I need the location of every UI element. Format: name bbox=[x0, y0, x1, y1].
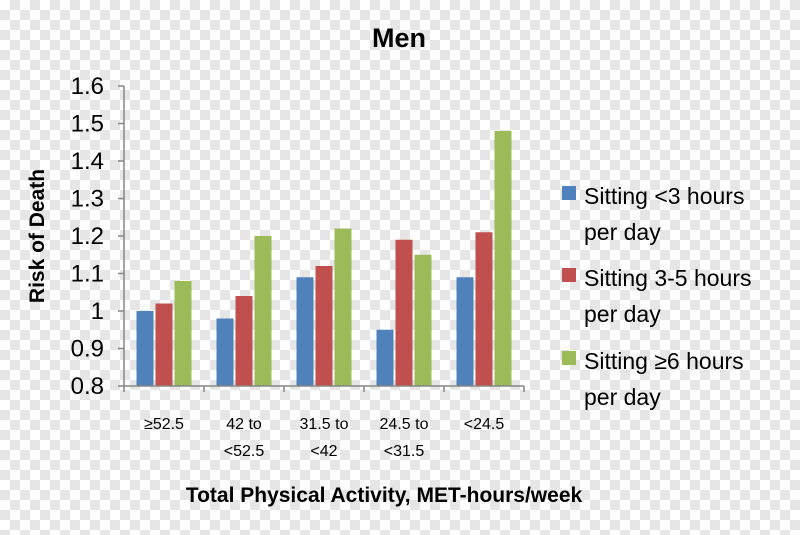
bar-series-1-1 bbox=[216, 318, 234, 386]
x-tick-label: ≥52.5 bbox=[144, 416, 184, 433]
legend-label: Sitting 3-5 hours bbox=[584, 265, 751, 291]
legend-label: per day bbox=[584, 301, 661, 327]
x-tick-label: 24.5 to bbox=[380, 416, 429, 433]
y-tick-label: 1.3 bbox=[71, 186, 104, 213]
x-tick-label: <52.5 bbox=[224, 443, 265, 460]
legend-label: Sitting <3 hours bbox=[584, 183, 744, 209]
x-axis-label: Total Physical Activity, MET-hours/week bbox=[186, 484, 583, 507]
bars bbox=[136, 131, 512, 386]
bar-series-3-3 bbox=[414, 254, 432, 386]
legend-swatch bbox=[562, 268, 576, 282]
y-tick-label: 1.6 bbox=[71, 73, 104, 100]
bar-series-1-4 bbox=[456, 277, 474, 386]
legend-swatch bbox=[562, 186, 576, 200]
y-tick-label: 0.9 bbox=[71, 336, 104, 363]
legend-label: Sitting ≥6 hours bbox=[584, 348, 744, 374]
legend-label: per day bbox=[584, 384, 661, 410]
y-tick-label: 0.8 bbox=[71, 373, 104, 400]
bar-series-3-0 bbox=[174, 281, 192, 386]
y-tick-label: 1.5 bbox=[71, 111, 104, 138]
chart-title: Men bbox=[372, 23, 426, 53]
bar-series-2-4 bbox=[475, 232, 493, 386]
bar-series-2-3 bbox=[395, 239, 413, 386]
bar-series-1-0 bbox=[136, 311, 154, 386]
y-tick-label: 1.1 bbox=[71, 261, 104, 288]
x-tick-label: <24.5 bbox=[464, 416, 505, 433]
bar-series-3-2 bbox=[334, 228, 352, 386]
x-tick-label: <42 bbox=[310, 443, 337, 460]
bar-series-1-2 bbox=[296, 277, 314, 386]
x-tick-label: 42 to bbox=[226, 416, 262, 433]
bar-series-3-4 bbox=[494, 131, 512, 386]
bar-series-1-3 bbox=[376, 329, 394, 386]
y-tick-label: 1 bbox=[91, 298, 104, 325]
bar-series-2-2 bbox=[315, 266, 333, 386]
legend-label: per day bbox=[584, 219, 661, 245]
bar-series-2-1 bbox=[235, 296, 253, 386]
y-tick-labels: 0.8 0.9 1 1.1 1.2 1.3 1.4 1.5 1.6 bbox=[71, 73, 124, 400]
x-tick-label: <31.5 bbox=[384, 443, 425, 460]
bar-series-2-0 bbox=[155, 303, 173, 386]
y-tick-label: 1.2 bbox=[71, 223, 104, 250]
legend-swatch bbox=[562, 351, 576, 365]
y-axis-label: Risk of Death bbox=[26, 169, 49, 303]
legend: Sitting <3 hours per day Sitting 3-5 hours… bbox=[562, 183, 751, 410]
x-tick-labels: ≥52.5 42 to <52.5 31.5 to <42 24.5 to <31.5 <24… bbox=[123, 386, 525, 460]
y-tick-label: 1.4 bbox=[71, 148, 104, 175]
bar-series-3-1 bbox=[254, 236, 272, 386]
x-tick-label: 31.5 to bbox=[300, 416, 349, 433]
